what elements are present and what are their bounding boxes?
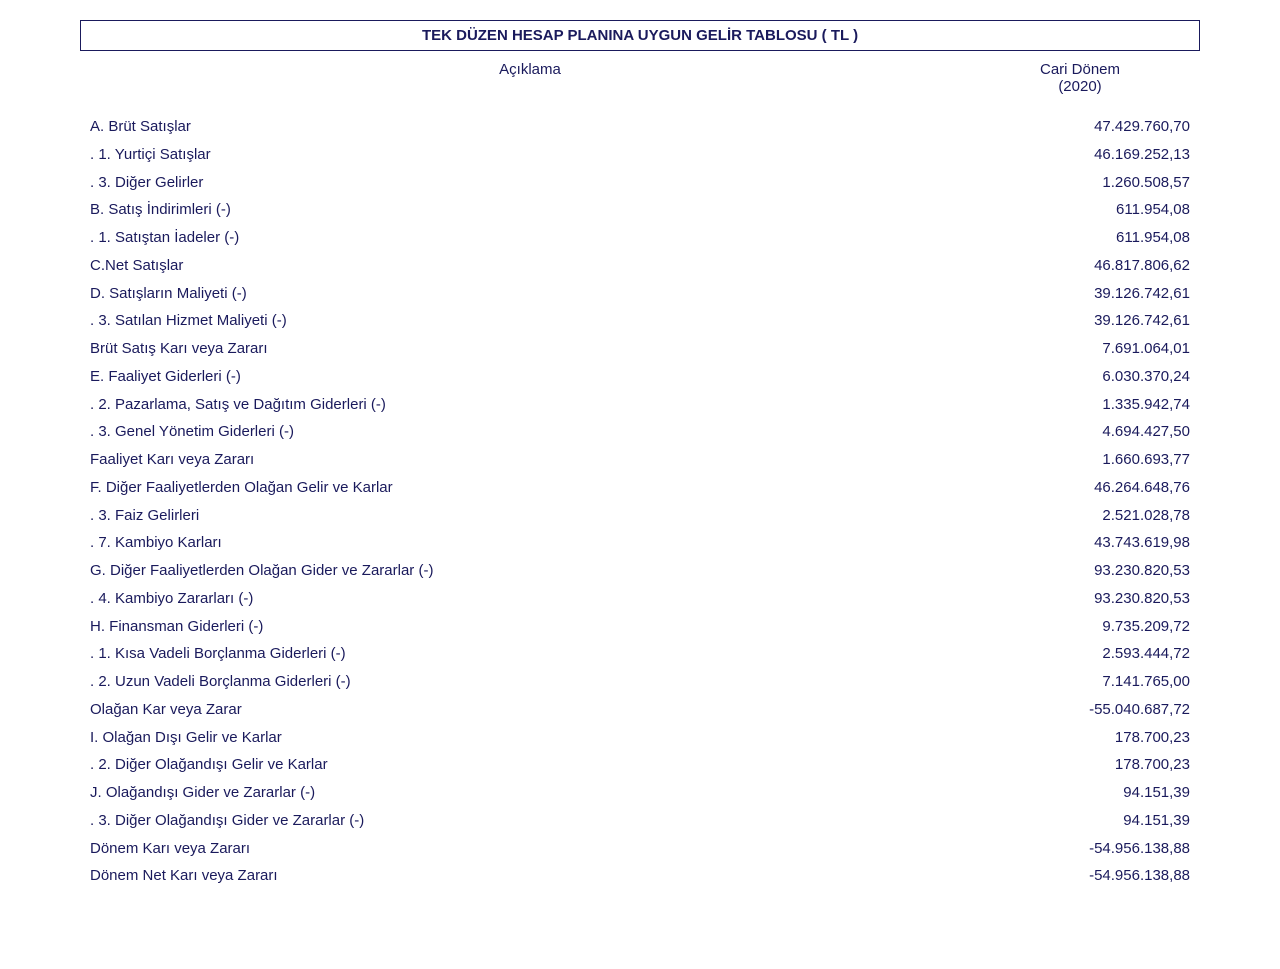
row-value: 47.429.760,70 [970,113,1190,141]
table-row: . 1. Satıştan İadeler (-)611.954,08 [80,224,1200,252]
table-row: Faaliyet Karı veya Zararı1.660.693,77 [80,446,1200,474]
table-row: . 3. Faiz Gelirleri2.521.028,78 [80,502,1200,530]
table-row: D. Satışların Maliyeti (-)39.126.742,61 [80,280,1200,308]
row-label: . 3. Diğer Olağandışı Gider ve Zararlar … [90,807,970,835]
row-value: 93.230.820,53 [970,557,1190,585]
row-value: 46.169.252,13 [970,141,1190,169]
table-row: . 3. Diğer Olağandışı Gider ve Zararlar … [80,807,1200,835]
row-label: . 2. Diğer Olağandışı Gelir ve Karlar [90,751,970,779]
row-label: . 3. Genel Yönetim Giderleri (-) [90,418,970,446]
table-row: F. Diğer Faaliyetlerden Olağan Gelir ve … [80,474,1200,502]
row-value: 7.141.765,00 [970,668,1190,696]
period-label: Cari Dönem [970,61,1190,78]
row-label: Brüt Satış Karı veya Zararı [90,335,970,363]
table-row: . 3. Satılan Hizmet Maliyeti (-)39.126.7… [80,307,1200,335]
row-value: 6.030.370,24 [970,363,1190,391]
table-row: C.Net Satışlar46.817.806,62 [80,252,1200,280]
row-label: J. Olağandışı Gider ve Zararlar (-) [90,779,970,807]
row-value: 9.735.209,72 [970,613,1190,641]
row-label: D. Satışların Maliyeti (-) [90,280,970,308]
row-value: 178.700,23 [970,724,1190,752]
row-label: . 4. Kambiyo Zararları (-) [90,585,970,613]
table-row: . 2. Pazarlama, Satış ve Dağıtım Giderle… [80,391,1200,419]
table-row: . 2. Diğer Olağandışı Gelir ve Karlar178… [80,751,1200,779]
column-header-description: Açıklama [90,61,970,95]
row-value: 1.660.693,77 [970,446,1190,474]
table-row: Dönem Net Karı veya Zararı-54.956.138,88 [80,862,1200,890]
row-label: E. Faaliyet Giderleri (-) [90,363,970,391]
row-value: 611.954,08 [970,224,1190,252]
row-label: B. Satış İndirimleri (-) [90,196,970,224]
table-row: . 2. Uzun Vadeli Borçlanma Giderleri (-)… [80,668,1200,696]
row-value: 39.126.742,61 [970,280,1190,308]
row-label: Dönem Karı veya Zararı [90,835,970,863]
row-label: . 3. Satılan Hizmet Maliyeti (-) [90,307,970,335]
row-value: -55.040.687,72 [970,696,1190,724]
table-row: I. Olağan Dışı Gelir ve Karlar178.700,23 [80,724,1200,752]
table-row: E. Faaliyet Giderleri (-)6.030.370,24 [80,363,1200,391]
row-value: 2.593.444,72 [970,640,1190,668]
table-row: B. Satış İndirimleri (-)611.954,08 [80,196,1200,224]
table-row: G. Diğer Faaliyetlerden Olağan Gider ve … [80,557,1200,585]
row-label: . 3. Diğer Gelirler [90,169,970,197]
table-row: . 7. Kambiyo Karları43.743.619,98 [80,529,1200,557]
row-label: I. Olağan Dışı Gelir ve Karlar [90,724,970,752]
row-value: 1.260.508,57 [970,169,1190,197]
row-label: . 1. Yurtiçi Satışlar [90,141,970,169]
row-value: 4.694.427,50 [970,418,1190,446]
row-label: F. Diğer Faaliyetlerden Olağan Gelir ve … [90,474,970,502]
row-label: . 3. Faiz Gelirleri [90,502,970,530]
table-row: Brüt Satış Karı veya Zararı7.691.064,01 [80,335,1200,363]
table-row: Olağan Kar veya Zarar-55.040.687,72 [80,696,1200,724]
table-row: . 1. Kısa Vadeli Borçlanma Giderleri (-)… [80,640,1200,668]
row-value: 46.264.648,76 [970,474,1190,502]
column-header-period: Cari Dönem (2020) [970,61,1190,95]
row-value: 39.126.742,61 [970,307,1190,335]
row-label: H. Finansman Giderleri (-) [90,613,970,641]
table-row: J. Olağandışı Gider ve Zararlar (-)94.15… [80,779,1200,807]
row-label: G. Diğer Faaliyetlerden Olağan Gider ve … [90,557,970,585]
table-row: . 3. Genel Yönetim Giderleri (-)4.694.42… [80,418,1200,446]
row-label: . 7. Kambiyo Karları [90,529,970,557]
income-statement-rows: A. Brüt Satışlar47.429.760,70. 1. Yurtiç… [80,113,1200,890]
table-row: . 3. Diğer Gelirler1.260.508,57 [80,169,1200,197]
row-label: . 1. Kısa Vadeli Borçlanma Giderleri (-) [90,640,970,668]
row-value: 94.151,39 [970,779,1190,807]
row-label: Olağan Kar veya Zarar [90,696,970,724]
row-label: . 2. Pazarlama, Satış ve Dağıtım Giderle… [90,391,970,419]
row-value: -54.956.138,88 [970,862,1190,890]
table-row: . 1. Yurtiçi Satışlar46.169.252,13 [80,141,1200,169]
period-year: (2020) [970,78,1190,95]
row-value: 93.230.820,53 [970,585,1190,613]
row-value: 94.151,39 [970,807,1190,835]
table-row: H. Finansman Giderleri (-)9.735.209,72 [80,613,1200,641]
row-label: Dönem Net Karı veya Zararı [90,862,970,890]
row-label: . 2. Uzun Vadeli Borçlanma Giderleri (-) [90,668,970,696]
row-label: Faaliyet Karı veya Zararı [90,446,970,474]
row-label: A. Brüt Satışlar [90,113,970,141]
row-value: 611.954,08 [970,196,1190,224]
row-value: 1.335.942,74 [970,391,1190,419]
row-value: -54.956.138,88 [970,835,1190,863]
table-row: A. Brüt Satışlar47.429.760,70 [80,113,1200,141]
row-value: 46.817.806,62 [970,252,1190,280]
table-row: . 4. Kambiyo Zararları (-)93.230.820,53 [80,585,1200,613]
row-label: . 1. Satıştan İadeler (-) [90,224,970,252]
table-row: Dönem Karı veya Zararı-54.956.138,88 [80,835,1200,863]
column-header-row: Açıklama Cari Dönem (2020) [80,61,1200,95]
row-value: 7.691.064,01 [970,335,1190,363]
row-value: 2.521.028,78 [970,502,1190,530]
row-label: C.Net Satışlar [90,252,970,280]
report-title: TEK DÜZEN HESAP PLANINA UYGUN GELİR TABL… [80,20,1200,51]
row-value: 43.743.619,98 [970,529,1190,557]
row-value: 178.700,23 [970,751,1190,779]
